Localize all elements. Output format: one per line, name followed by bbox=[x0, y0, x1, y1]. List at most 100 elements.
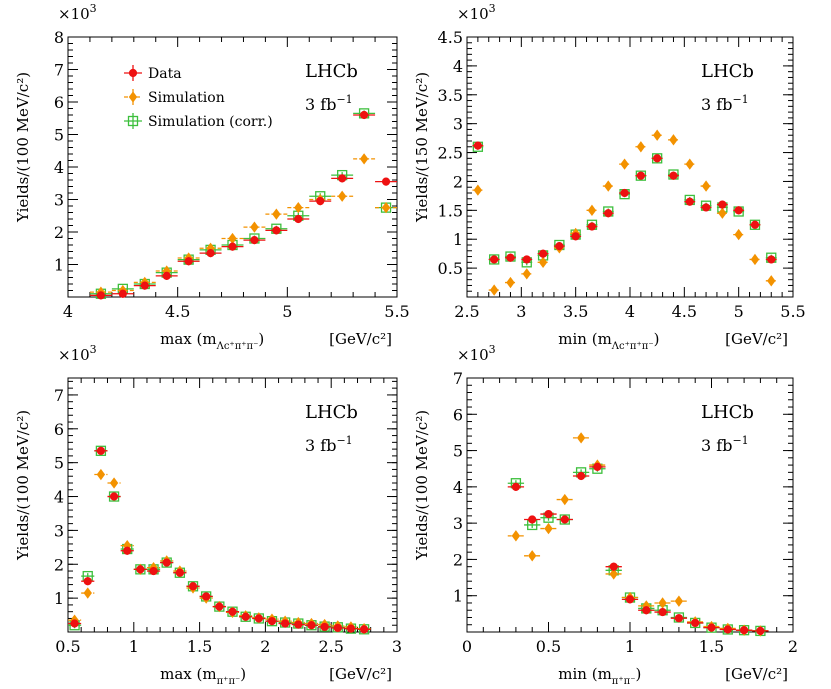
data-point bbox=[642, 600, 651, 612]
data-point bbox=[701, 203, 711, 212]
x-tick-label: 3.5 bbox=[563, 302, 588, 321]
x-axis-unit: [GeV/c²] bbox=[329, 330, 392, 348]
series-1 bbox=[507, 432, 769, 637]
x-title-close: ) bbox=[240, 665, 246, 683]
x-title-subscript: π⁺π⁻ bbox=[612, 676, 636, 687]
data-point bbox=[250, 236, 259, 245]
y-tick-label: 6 bbox=[453, 405, 463, 424]
data-point bbox=[653, 154, 662, 163]
data-point bbox=[206, 249, 215, 258]
data-point bbox=[609, 568, 618, 580]
data-point bbox=[587, 204, 597, 217]
y-tick-label: 4 bbox=[54, 158, 64, 177]
y-tick-label: 1 bbox=[54, 589, 64, 608]
data-point bbox=[360, 625, 369, 634]
data-point bbox=[254, 614, 263, 623]
data-point bbox=[604, 209, 613, 218]
x-tick-label: 3 bbox=[392, 637, 402, 656]
data-point bbox=[490, 255, 499, 264]
x-title-subscript: π⁺π⁻ bbox=[217, 676, 241, 687]
lhcb-label: LHCb bbox=[701, 402, 754, 423]
multiplier-exponent: 3 bbox=[90, 343, 97, 356]
data-point bbox=[267, 617, 277, 626]
data-point bbox=[83, 577, 92, 586]
legend-marker bbox=[128, 91, 138, 103]
data-point bbox=[228, 242, 237, 251]
x-title-main: min (m bbox=[558, 665, 612, 683]
x-tick-label: 1.5 bbox=[699, 637, 724, 656]
legend-marker bbox=[127, 115, 139, 127]
data-point bbox=[636, 171, 645, 180]
y-tick-label: 5 bbox=[54, 126, 64, 145]
data-point bbox=[658, 607, 667, 617]
data-point bbox=[718, 207, 727, 219]
y-tick-label: 1 bbox=[54, 256, 64, 275]
y-tick-label: 3 bbox=[54, 191, 64, 210]
x-axis-title: max (mπ⁺π⁻) bbox=[160, 665, 246, 687]
data-point bbox=[70, 619, 79, 628]
data-point bbox=[544, 509, 553, 519]
data-point bbox=[538, 249, 548, 258]
x-tick-label: 4 bbox=[63, 302, 73, 321]
data-point bbox=[511, 482, 521, 491]
data-point bbox=[767, 255, 776, 264]
data-point bbox=[228, 607, 237, 616]
axis-multiplier: ×103 bbox=[58, 2, 97, 23]
data-point bbox=[740, 626, 749, 635]
data-point bbox=[175, 568, 184, 577]
x-title-subscript: Λc⁺π⁺π⁻ bbox=[611, 341, 654, 352]
x-title-close: ) bbox=[636, 665, 642, 683]
y-axis-title: Yields/(100 MeV/c²) bbox=[14, 72, 32, 223]
y-tick-label: 3.5 bbox=[438, 86, 463, 105]
lhcb-label: LHCb bbox=[305, 402, 358, 423]
data-point bbox=[184, 257, 193, 266]
luminosity-exponent: −1 bbox=[732, 93, 748, 106]
data-point bbox=[685, 197, 694, 206]
data-point bbox=[528, 515, 537, 524]
legend: Data Simulation Simulation (corr.) bbox=[124, 65, 273, 130]
data-point bbox=[506, 253, 515, 262]
multiplier-base: ×10 bbox=[457, 346, 489, 364]
x-tick-label: 5.5 bbox=[384, 302, 409, 321]
x-tick-label: 5 bbox=[282, 302, 292, 321]
data-point bbox=[669, 171, 678, 180]
data-point bbox=[188, 582, 198, 591]
data-point bbox=[555, 242, 564, 251]
data-point bbox=[316, 197, 325, 206]
data-point bbox=[307, 621, 316, 630]
series-2 bbox=[89, 108, 397, 299]
data-point bbox=[118, 289, 127, 298]
axis-multiplier: ×103 bbox=[58, 343, 97, 364]
data-point bbox=[346, 624, 356, 633]
data-point bbox=[96, 468, 106, 481]
data-point bbox=[620, 158, 629, 170]
data-point bbox=[522, 255, 531, 264]
x-tick-label: 5 bbox=[734, 302, 744, 321]
data-point bbox=[294, 620, 303, 629]
data-point bbox=[489, 284, 499, 296]
y-tick-label: 4.5 bbox=[438, 28, 463, 47]
data-point bbox=[272, 208, 281, 220]
luminosity-value: 3 fb bbox=[701, 95, 732, 114]
plot-frame bbox=[67, 377, 398, 633]
data-point bbox=[320, 622, 329, 632]
y-tick-label: 3 bbox=[453, 115, 463, 134]
data-point bbox=[338, 174, 347, 183]
data-point bbox=[652, 129, 662, 141]
data-point bbox=[473, 141, 482, 150]
x-axis-title: min (mΛc⁺π⁺π⁻) bbox=[558, 330, 659, 352]
data-point bbox=[560, 515, 569, 524]
x-tick-label: 0 bbox=[462, 637, 472, 656]
x-title-main: max (m bbox=[160, 330, 216, 348]
y-tick-label: 7 bbox=[54, 386, 64, 405]
data-point bbox=[360, 110, 369, 120]
data-point bbox=[756, 626, 765, 636]
data-point bbox=[723, 625, 732, 634]
lhcb-label: LHCb bbox=[305, 61, 358, 82]
data-point bbox=[625, 595, 635, 604]
panel-p2: 2.5 3 3.5 4 4.5 5 5.50.511.522.533.544.5×103Yi… bbox=[413, 2, 806, 352]
y-tick-label: 4 bbox=[54, 488, 64, 507]
x-tick-label: 2 bbox=[260, 637, 270, 656]
